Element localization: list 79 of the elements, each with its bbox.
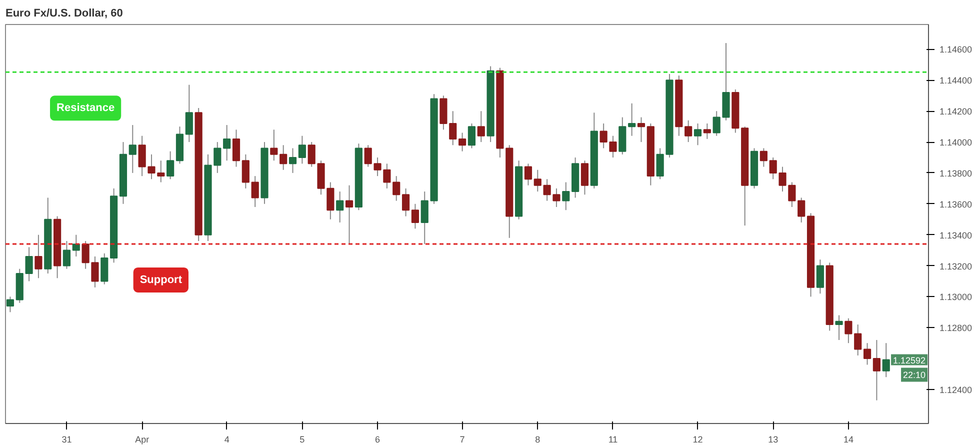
x-tick-label: Apr xyxy=(135,434,150,444)
candlestick xyxy=(562,182,570,211)
y-tick-label: 1.13600 xyxy=(940,199,972,210)
candlestick xyxy=(628,102,636,136)
candlestick xyxy=(402,188,410,217)
y-tick-label: 1.14400 xyxy=(940,76,972,86)
text: 22:10 xyxy=(903,370,926,380)
y-tick-label: 1.13800 xyxy=(940,168,972,178)
candlestick xyxy=(157,160,165,183)
chart-title: Euro Fx/U.S. Dollar, 60 xyxy=(6,8,123,20)
annotation: Resistance xyxy=(56,102,115,114)
y-tick-label: 1.14600 xyxy=(940,44,972,55)
candlestick xyxy=(280,144,288,170)
y-tick-label: 1.13400 xyxy=(940,230,972,240)
candlestick xyxy=(185,84,193,143)
candlestick xyxy=(580,160,589,196)
candlestick xyxy=(62,240,71,270)
x-tick-label: 31 xyxy=(62,434,72,444)
y-tick-label: 1.12400 xyxy=(940,384,972,395)
candlestick xyxy=(223,124,231,162)
candlestick xyxy=(524,163,532,186)
y-tick-label: 1.14200 xyxy=(940,106,972,117)
candlestick xyxy=(534,169,542,192)
y-tick-label: 1.12800 xyxy=(940,323,972,334)
candlestick xyxy=(600,122,608,149)
candlestick xyxy=(100,252,108,285)
candlestick xyxy=(882,342,890,378)
text: 1.12592 xyxy=(893,355,926,366)
candlestick xyxy=(166,150,174,180)
x-tick-label: 6 xyxy=(375,434,380,444)
candlestick xyxy=(411,203,419,230)
candlestick xyxy=(844,318,852,344)
y-tick-label: 1.13000 xyxy=(940,292,972,302)
x-tick-label: 14 xyxy=(843,434,854,444)
candlestick xyxy=(72,234,80,257)
candlestick xyxy=(270,129,278,162)
x-tick-label: 7 xyxy=(460,434,465,444)
annotation: Support xyxy=(140,274,182,286)
candlestick xyxy=(336,191,344,223)
candlestick xyxy=(34,234,42,279)
candlestick xyxy=(854,324,862,356)
candlestick xyxy=(543,178,551,202)
candlestick xyxy=(468,122,476,149)
candlestick xyxy=(345,184,354,245)
candlestick xyxy=(769,157,777,180)
candlestick xyxy=(251,176,259,208)
candlestick xyxy=(863,342,872,366)
candlestick xyxy=(816,259,824,294)
y-tick-label: 1.13200 xyxy=(940,261,972,272)
candlestick xyxy=(760,148,768,168)
y-tick-label: 1.14000 xyxy=(940,138,972,148)
candlestick xyxy=(798,197,806,223)
x-tick-label: 8 xyxy=(535,434,540,444)
candlestick xyxy=(835,314,843,340)
candlestick xyxy=(392,176,400,202)
candlestick xyxy=(694,122,702,146)
candlestick xyxy=(552,188,560,208)
candlestick xyxy=(326,182,334,220)
candlestick xyxy=(637,116,646,143)
candlestick xyxy=(298,135,306,164)
candlestick xyxy=(288,148,297,174)
x-tick-label: 5 xyxy=(300,434,305,444)
x-tick-label: 12 xyxy=(692,434,703,444)
x-tick-label: 13 xyxy=(768,434,778,444)
candlestick xyxy=(242,154,250,189)
candlestick xyxy=(128,124,136,174)
x-tick-label: 4 xyxy=(224,434,230,444)
candlestick xyxy=(458,132,466,152)
candlestick xyxy=(477,110,485,143)
candlestick xyxy=(872,339,880,401)
candlestick xyxy=(656,148,664,180)
candlestick xyxy=(232,129,240,168)
x-tick-label: 11 xyxy=(608,434,618,444)
candlestick xyxy=(703,122,711,140)
candlestick xyxy=(449,110,457,146)
candlestick xyxy=(383,163,391,189)
candlestick xyxy=(609,135,617,158)
candlestick xyxy=(684,120,692,143)
candlestick xyxy=(25,246,33,282)
